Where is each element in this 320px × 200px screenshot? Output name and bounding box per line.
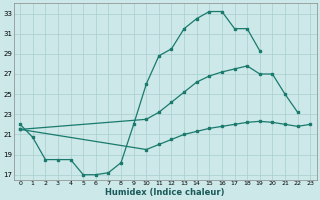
X-axis label: Humidex (Indice chaleur): Humidex (Indice chaleur): [106, 188, 225, 197]
